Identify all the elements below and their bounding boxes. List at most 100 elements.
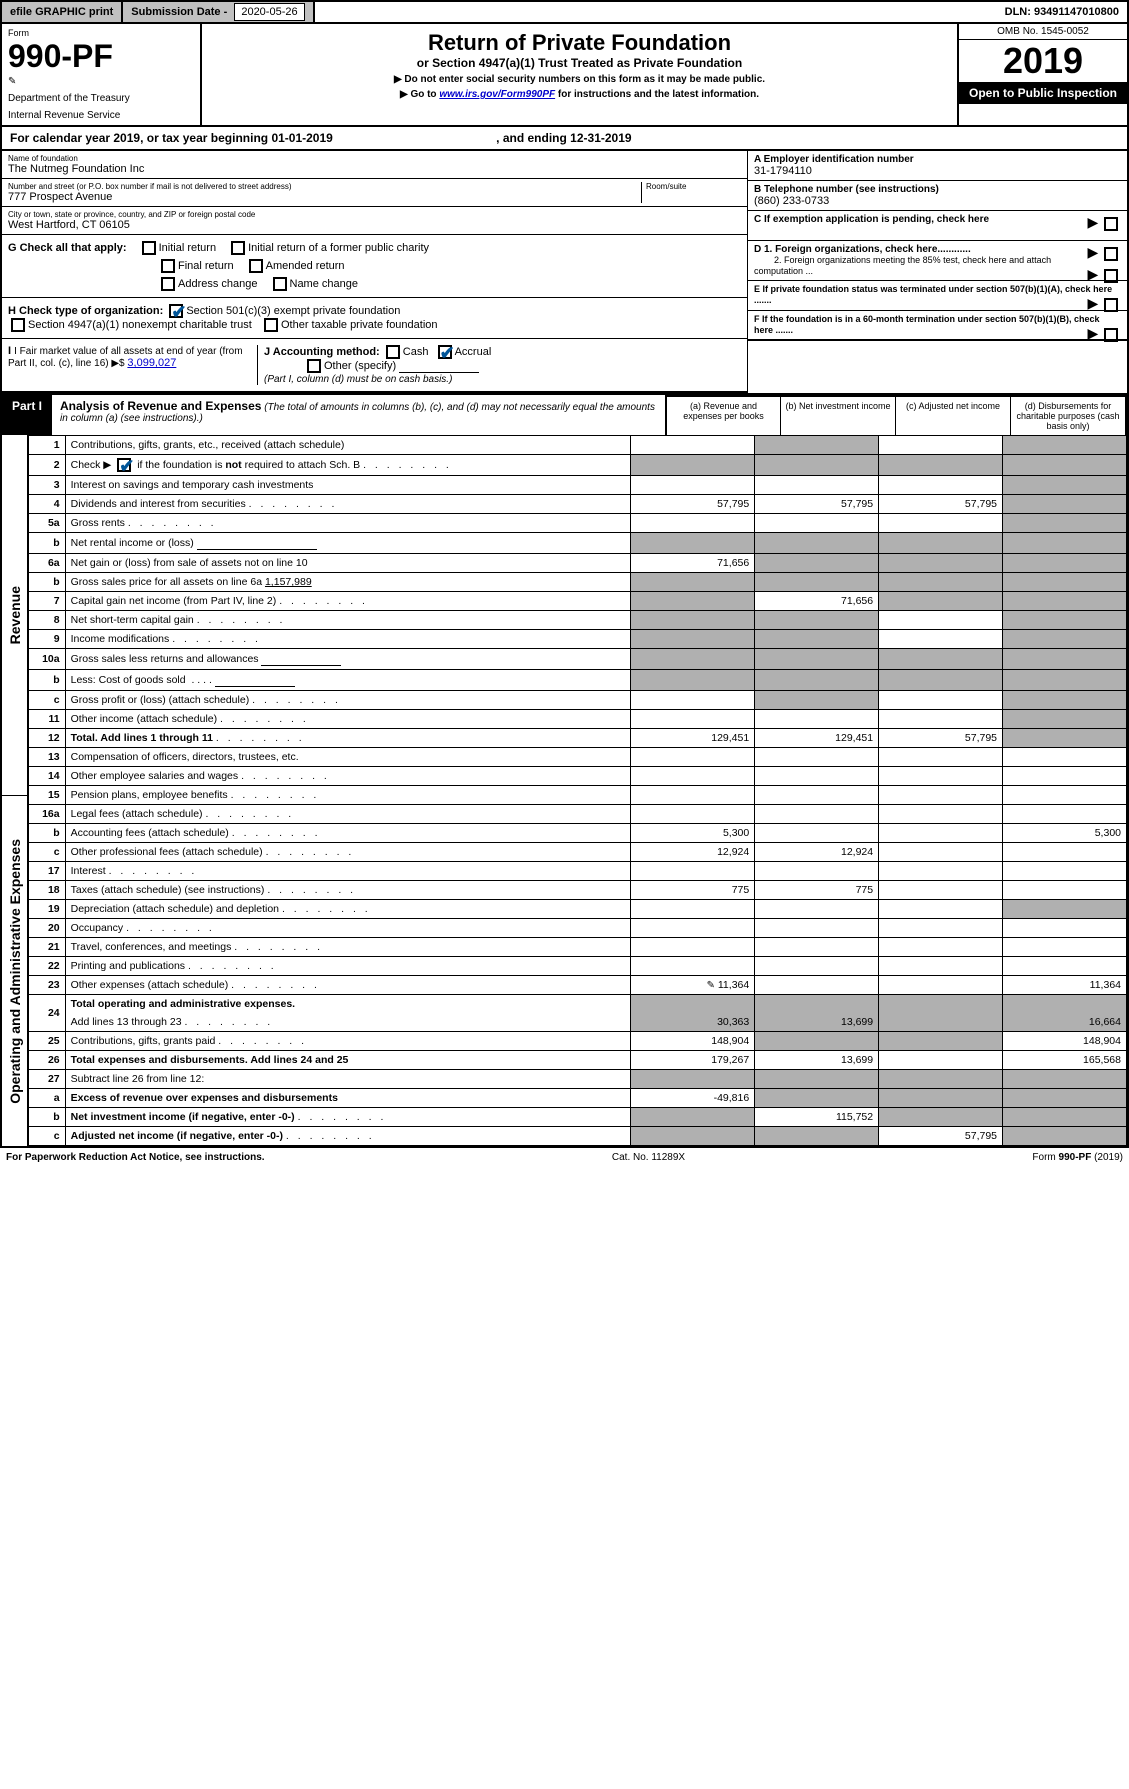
j-cash: Cash xyxy=(403,346,429,358)
irs-link[interactable]: www.irs.gov/Form990PF xyxy=(439,89,555,100)
line23-desc: Other expenses (attach schedule) xyxy=(65,976,631,995)
form-ref: Form 990-PF (2019) xyxy=(1032,1152,1123,1163)
line14-desc: Other employee salaries and wages xyxy=(65,767,631,786)
efile-print-button[interactable]: efile GRAPHIC print xyxy=(2,2,123,22)
part1-grid: Revenue Operating and Administrative Exp… xyxy=(0,435,1129,1148)
line26-a: 179,267 xyxy=(631,1051,755,1070)
line27c-desc: Adjusted net income (if negative, enter … xyxy=(65,1127,631,1146)
line18-desc: Taxes (attach schedule) (see instruction… xyxy=(65,881,631,900)
initial-return-checkbox[interactable] xyxy=(142,241,156,255)
city-row: City or town, state or province, country… xyxy=(2,207,747,235)
g-initial: Initial return xyxy=(159,242,216,254)
a-label: A Employer identification number xyxy=(754,154,1121,165)
final-return-checkbox[interactable] xyxy=(161,259,175,273)
section-g-row: G Check all that apply: Initial return I… xyxy=(2,235,747,298)
line27b-desc: Net investment income (if negative, ente… xyxy=(65,1108,631,1127)
i-label: I Fair market value of all assets at end… xyxy=(8,346,243,369)
table-row: 25Contributions, gifts, grants paid 148,… xyxy=(29,1032,1127,1051)
other-method-checkbox[interactable] xyxy=(307,359,321,373)
table-row: 27Subtract line 26 from line 12: xyxy=(29,1070,1127,1089)
ein-row: A Employer identification number 31-1794… xyxy=(748,151,1127,181)
open-public-badge: Open to Public Inspection xyxy=(959,82,1127,104)
line5b-desc: Net rental income or (loss) xyxy=(65,533,631,554)
table-row: 6aNet gain or (loss) from sale of assets… xyxy=(29,554,1127,573)
line16c-desc: Other professional fees (attach schedule… xyxy=(65,843,631,862)
line25-a: 148,904 xyxy=(631,1032,755,1051)
line27b-b: 115,752 xyxy=(755,1108,879,1127)
part1-label: Part I xyxy=(2,395,52,435)
table-row: 17Interest xyxy=(29,862,1127,881)
d2-checkbox[interactable] xyxy=(1104,269,1118,283)
cal-end: , and ending 12-31-2019 xyxy=(496,131,631,145)
calendar-year-row: For calendar year 2019, or tax year begi… xyxy=(0,127,1129,151)
column-headers: (a) Revenue and expenses per books (b) N… xyxy=(665,395,1127,435)
table-row: 23Other expenses (attach schedule) ✎ 11,… xyxy=(29,976,1127,995)
j-note: (Part I, column (d) must be on cash basi… xyxy=(264,374,452,385)
cash-checkbox[interactable] xyxy=(386,345,400,359)
accrual-checkbox[interactable] xyxy=(438,345,452,359)
note-post: for instructions and the latest informat… xyxy=(558,89,759,100)
city-label: City or town, state or province, country… xyxy=(8,210,741,219)
line3-desc: Interest on savings and temporary cash i… xyxy=(65,476,631,495)
line10c-desc: Gross profit or (loss) (attach schedule) xyxy=(65,691,631,710)
line23-d: 11,364 xyxy=(1003,976,1127,995)
line25-d: 148,904 xyxy=(1003,1032,1127,1051)
initial-former-checkbox[interactable] xyxy=(231,241,245,255)
h-501: Section 501(c)(3) exempt private foundat… xyxy=(186,305,400,317)
c-checkbox[interactable] xyxy=(1104,217,1118,231)
foundation-name-row: Name of foundation The Nutmeg Foundation… xyxy=(2,151,747,179)
line6b-val: 1,157,989 xyxy=(265,576,312,588)
line16c-a: 12,924 xyxy=(631,843,755,862)
table-row: 18Taxes (attach schedule) (see instructi… xyxy=(29,881,1127,900)
line12-c: 57,795 xyxy=(879,729,1003,748)
line8-desc: Net short-term capital gain xyxy=(65,611,631,630)
line16a-desc: Legal fees (attach schedule) xyxy=(65,805,631,824)
table-row: 3Interest on savings and temporary cash … xyxy=(29,476,1127,495)
form-subtitle: or Section 4947(a)(1) Trust Treated as P… xyxy=(208,56,951,70)
b-label: B Telephone number (see instructions) xyxy=(754,184,1121,195)
line27a-a: -49,816 xyxy=(631,1089,755,1108)
h-label: H Check type of organization: xyxy=(8,305,163,317)
line18-a: 775 xyxy=(631,881,755,900)
table-row: 7Capital gain net income (from Part IV, … xyxy=(29,592,1127,611)
amended-return-checkbox[interactable] xyxy=(249,259,263,273)
schb-checkbox[interactable] xyxy=(117,458,131,472)
attach-icon: ✎ xyxy=(707,980,715,991)
f-checkbox[interactable] xyxy=(1104,328,1118,342)
other-taxable-checkbox[interactable] xyxy=(264,318,278,332)
phone-row: B Telephone number (see instructions) (8… xyxy=(748,181,1127,211)
line5a-desc: Gross rents xyxy=(65,514,631,533)
e-checkbox[interactable] xyxy=(1104,298,1118,312)
j-accrual: Accrual xyxy=(455,346,492,358)
entity-info-grid: Name of foundation The Nutmeg Foundation… xyxy=(0,151,1129,393)
address-change-checkbox[interactable] xyxy=(161,277,175,291)
501c3-checkbox[interactable] xyxy=(169,304,183,318)
g-initial2: Initial return of a former public charit… xyxy=(248,242,429,254)
table-row: cAdjusted net income (if negative, enter… xyxy=(29,1127,1127,1146)
table-row: 16aLegal fees (attach schedule) xyxy=(29,805,1127,824)
note-pre: ▶ Go to xyxy=(400,89,439,100)
line12-b: 129,451 xyxy=(755,729,879,748)
line21-desc: Travel, conferences, and meetings xyxy=(65,938,631,957)
g-addr: Address change xyxy=(178,278,258,290)
form-icon: ✎ xyxy=(8,76,16,87)
line7-b: 71,656 xyxy=(755,592,879,611)
j-label: J Accounting method: xyxy=(264,346,380,358)
section-d-row: D 1. Foreign organizations, check here..… xyxy=(748,241,1127,281)
line18-b: 775 xyxy=(755,881,879,900)
line4-c: 57,795 xyxy=(879,495,1003,514)
fmv-link[interactable]: 3,099,027 xyxy=(127,357,176,369)
page-footer: For Paperwork Reduction Act Notice, see … xyxy=(0,1148,1129,1167)
line16b-desc: Accounting fees (attach schedule) xyxy=(65,824,631,843)
table-row: 1Contributions, gifts, grants, etc., rec… xyxy=(29,436,1127,455)
d1-checkbox[interactable] xyxy=(1104,247,1118,261)
line24-d: 16,664 xyxy=(1003,995,1127,1032)
line7-desc: Capital gain net income (from Part IV, l… xyxy=(65,592,631,611)
table-row: 15Pension plans, employee benefits xyxy=(29,786,1127,805)
table-row: bAccounting fees (attach schedule) 5,300… xyxy=(29,824,1127,843)
line12-desc: Total. Add lines 1 through 11 xyxy=(65,729,631,748)
table-row: 26Total expenses and disbursements. Add … xyxy=(29,1051,1127,1070)
name-change-checkbox[interactable] xyxy=(273,277,287,291)
4947-checkbox[interactable] xyxy=(11,318,25,332)
dln-value: DLN: 93491147010800 xyxy=(997,2,1127,22)
